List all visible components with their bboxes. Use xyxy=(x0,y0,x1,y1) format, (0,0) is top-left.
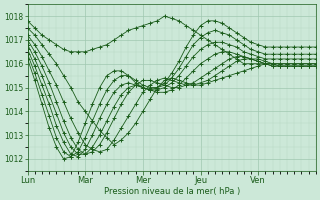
X-axis label: Pression niveau de la mer( hPa ): Pression niveau de la mer( hPa ) xyxy=(104,187,240,196)
